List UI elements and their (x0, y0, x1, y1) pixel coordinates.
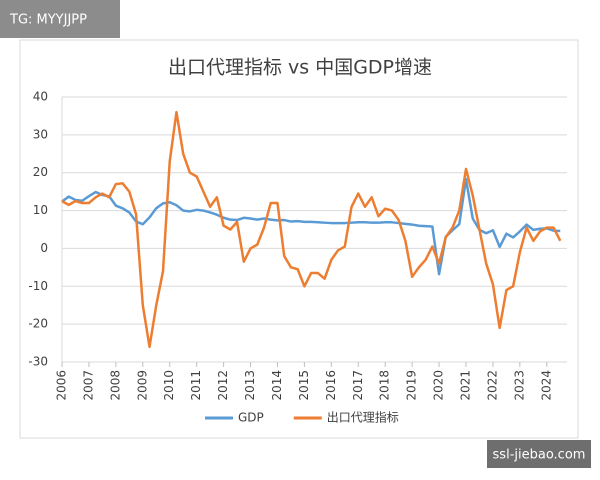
x-tick-label: 2022 (485, 370, 499, 401)
x-tick-label: 2015 (297, 370, 311, 401)
chart-frame (19, 39, 579, 439)
x-tick-label: 2010 (162, 370, 176, 401)
y-tick-label: -30 (28, 355, 48, 369)
x-tick-label: 2008 (108, 370, 122, 401)
x-tick-label: 2014 (270, 370, 284, 401)
chart-title: 出口代理指标 vs 中国GDP增速 (168, 57, 432, 79)
legend-label: GDP (238, 411, 264, 425)
x-tick-label: 2013 (243, 370, 257, 401)
x-tick-label: 2012 (216, 370, 230, 401)
y-tick-label: 40 (33, 90, 48, 104)
legend-label: 出口代理指标 (327, 410, 399, 425)
x-tick-label: 2007 (81, 370, 95, 401)
x-tick-label: 2020 (432, 370, 446, 401)
y-tick-label: -10 (28, 279, 48, 293)
watermark-box (487, 440, 591, 468)
data-line (61, 177, 561, 276)
y-tick-label: 0 (40, 241, 48, 255)
watermark-box (0, 0, 120, 38)
x-tick-label: 2016 (324, 370, 338, 401)
x-tick-label: 2009 (135, 370, 149, 401)
y-tick-label: 30 (33, 127, 48, 141)
y-tick-label: -20 (28, 317, 48, 331)
x-tick-label: 2017 (351, 370, 365, 401)
x-tick-label: 2018 (378, 370, 392, 401)
x-tick-label: 2019 (405, 370, 419, 401)
data-line (61, 110, 562, 349)
x-tick-label: 2021 (459, 370, 473, 401)
watermark: ssl-jiebao.com (493, 448, 586, 463)
plot-area: -30 -20 -10 0 10 20 30 40 2006 2007 2008 2009 2010 20… (28, 90, 567, 425)
watermark: TG: MYYJJPP (9, 13, 87, 28)
x-tick-label: 2006 (55, 370, 69, 401)
y-tick-label: 10 (33, 203, 48, 217)
y-tick-label: 20 (33, 165, 48, 179)
x-tick-label: 2024 (539, 370, 553, 401)
x-tick-label: 2023 (512, 370, 526, 401)
x-tick-label: 2011 (189, 370, 203, 401)
